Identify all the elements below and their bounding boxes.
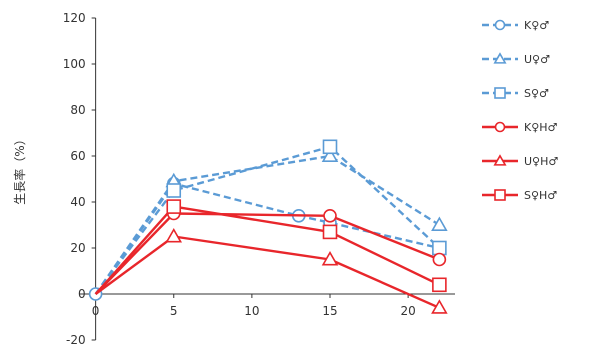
data-point — [431, 216, 448, 231]
series-line — [94, 154, 441, 295]
data-point — [322, 224, 338, 240]
series-line — [94, 205, 440, 295]
legend-item: U♀H♂ — [482, 154, 558, 168]
legend-item: U♀♂ — [482, 52, 550, 66]
series-line — [94, 235, 440, 309]
x-tick-label: 15 — [322, 304, 337, 318]
legend-marker — [494, 121, 506, 133]
data-point — [432, 240, 447, 256]
legend-label: S♀H♂ — [524, 189, 557, 202]
legend-marker — [493, 154, 507, 166]
y-tick-label: 20 — [70, 241, 85, 255]
x-tick-label: 0 — [92, 304, 100, 318]
data-point — [321, 250, 339, 266]
data-point — [431, 299, 448, 314]
data-point — [432, 277, 447, 293]
series-5 — [94, 227, 448, 314]
data-point — [165, 227, 183, 243]
data-point — [166, 183, 182, 198]
x-tick-label: 5 — [170, 304, 178, 318]
data-point — [323, 209, 337, 223]
series-line — [94, 145, 441, 295]
legend-label: S♀♂ — [524, 87, 549, 100]
legend-label: U♀♂ — [524, 53, 550, 66]
legend-item: S♀♂ — [482, 87, 549, 100]
data-point — [432, 252, 447, 267]
series-line — [94, 212, 440, 295]
legend-item: S♀H♂ — [482, 189, 557, 202]
legend-item: K♀H♂ — [482, 121, 557, 134]
series-layer — [88, 139, 448, 314]
legend-label: K♀H♂ — [524, 121, 557, 134]
legend-marker — [494, 87, 506, 99]
axes: -20 0 20 40 60 80 100 120 0 5 10 15 20 生長率（%） — [12, 11, 455, 347]
y-tick-label: 100 — [63, 57, 86, 71]
y-axis-label: 生長率（%） — [12, 133, 27, 204]
legend: K♀♂ U♀♂ S♀♂ K♀H♂ U♀H♂ S♀H♂ — [482, 19, 558, 202]
data-point — [321, 147, 339, 162]
y-tick-label: -20 — [66, 333, 86, 347]
legend-marker — [494, 19, 506, 31]
legend-item: K♀♂ — [482, 19, 549, 32]
y-tick-label: 40 — [70, 195, 85, 209]
legend-label: U♀H♂ — [524, 155, 558, 168]
data-point — [322, 139, 338, 155]
legend-marker — [493, 52, 507, 64]
legend-label: K♀♂ — [524, 19, 549, 32]
y-tick-label: 80 — [70, 103, 85, 117]
data-point — [166, 199, 182, 214]
x-tick-label: 10 — [244, 304, 259, 318]
x-tick-label: 20 — [400, 304, 415, 318]
y-tick-label: 0 — [78, 287, 86, 301]
y-tick-label: 120 — [63, 11, 86, 25]
legend-marker — [494, 189, 506, 201]
series-6 — [94, 199, 447, 295]
y-tick-label: 60 — [70, 149, 85, 163]
